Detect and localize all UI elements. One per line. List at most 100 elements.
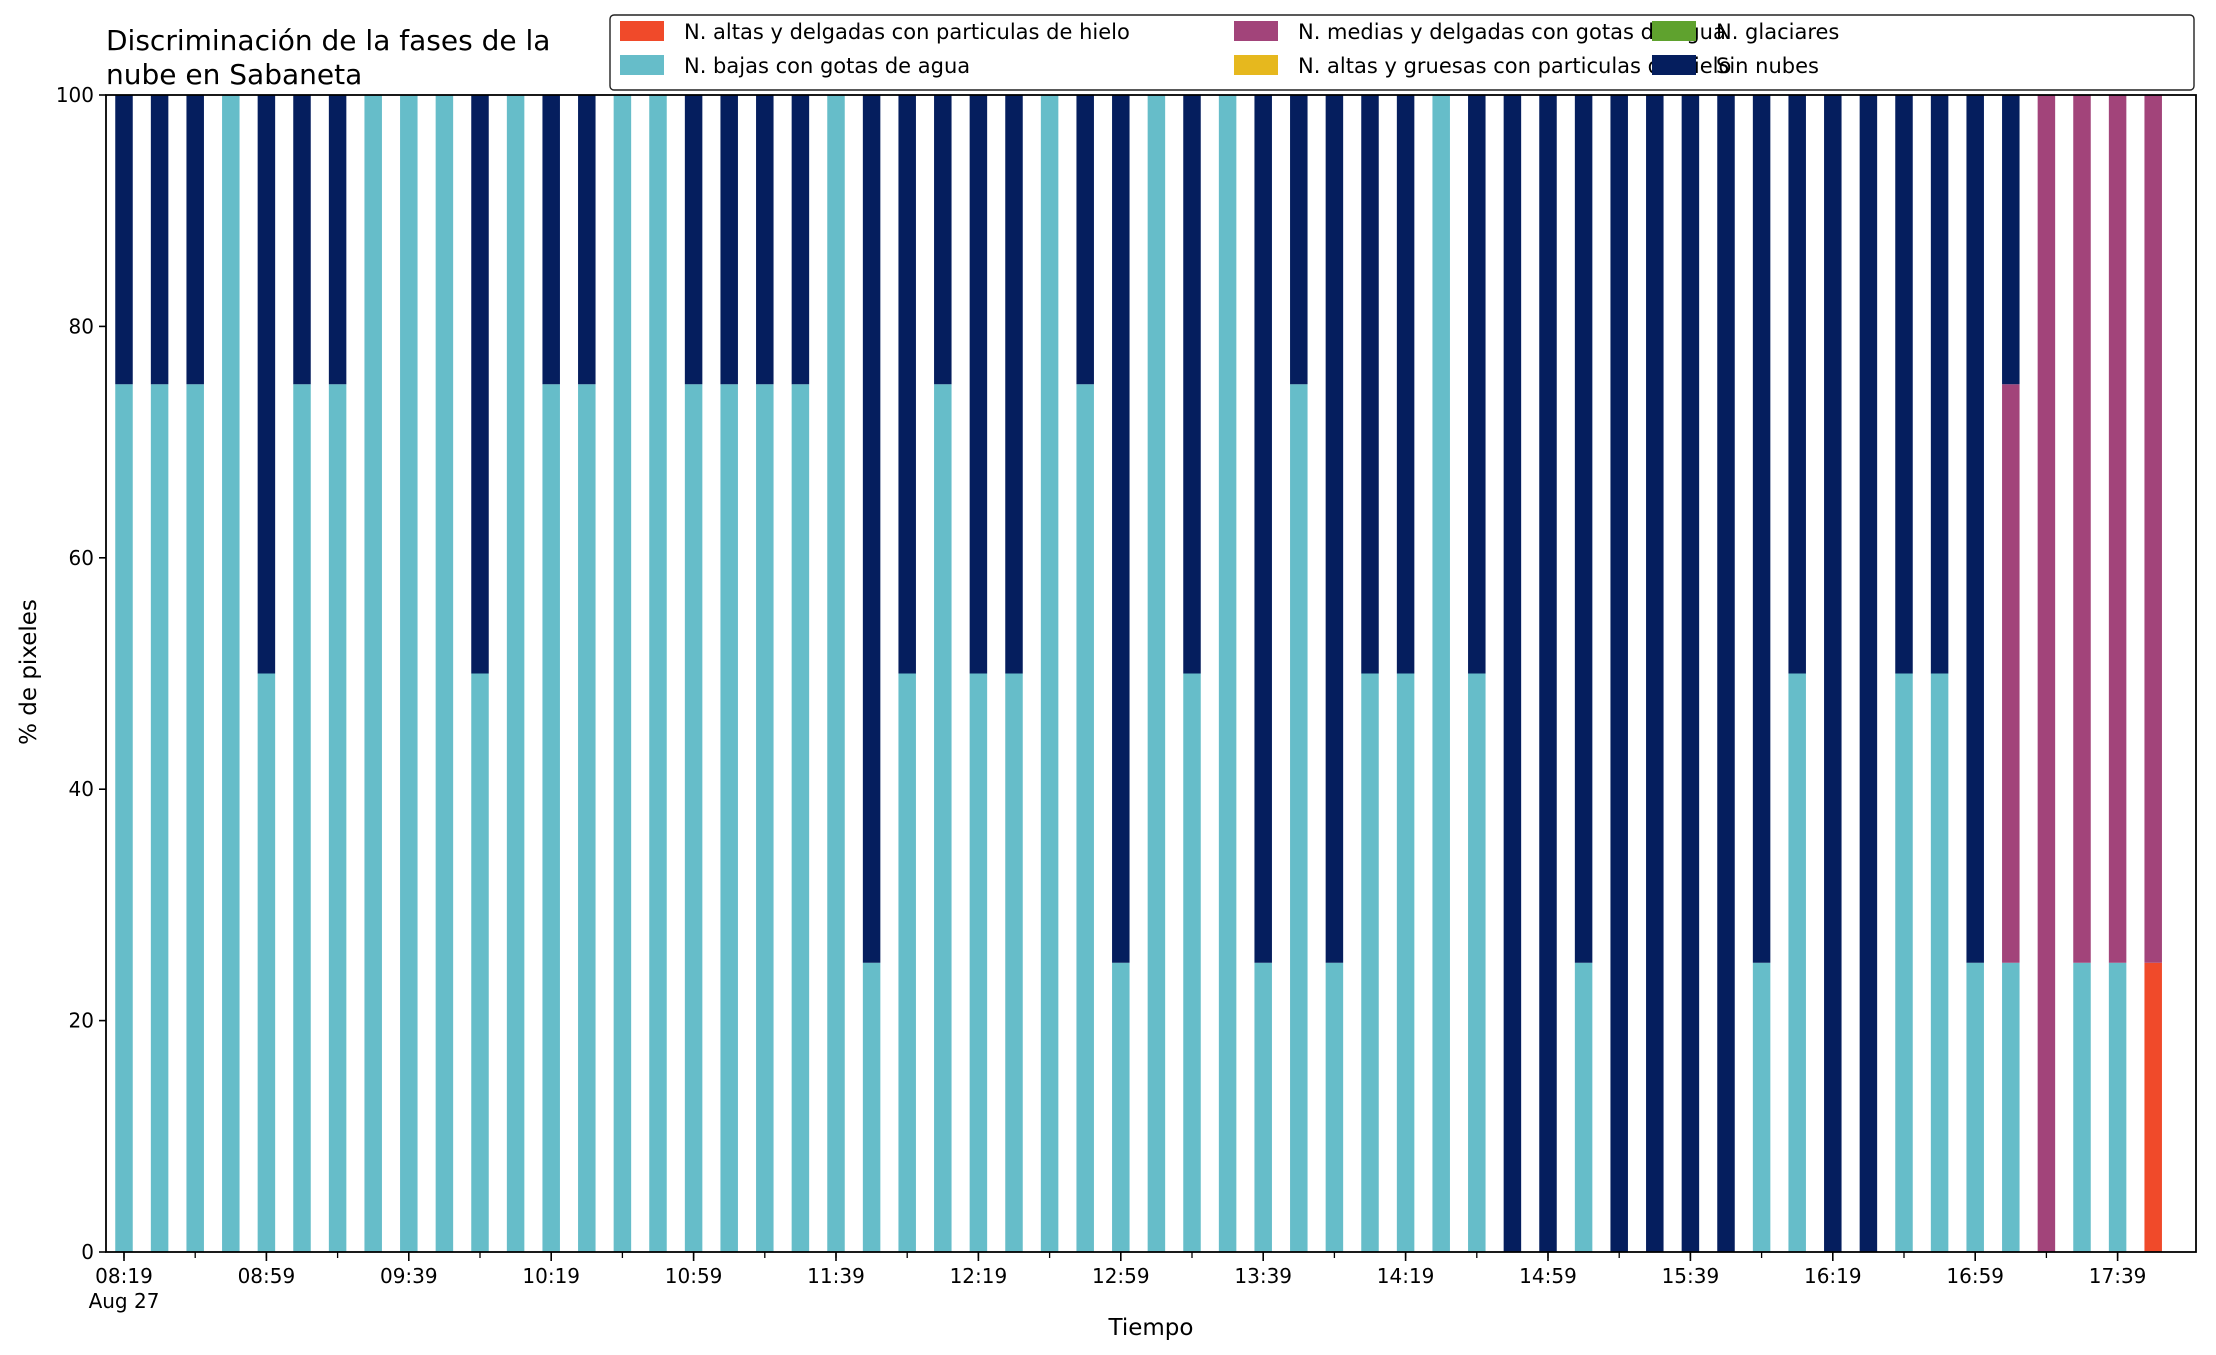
legend-swatch [620,55,664,75]
bar-segment [2002,95,2020,385]
bar-segment [1361,673,1379,1252]
bar-segment [1752,962,1771,1252]
bar-segment [1076,95,1094,385]
x-tick-label: 17:39 [2089,1264,2147,1288]
bar-segment [1503,95,1522,1252]
bar-segment [257,673,276,1252]
x-tick-label: 11:39 [807,1264,865,1288]
bar-segment [720,384,738,1252]
bar-segment [2073,962,2091,1252]
y-axis: 0 20 40 60 80 100 [56,83,106,1264]
bar-segment [578,95,596,385]
bar-segment [1040,95,1059,1252]
bar-segment [328,384,347,1252]
x-tick-label: 08:19 [95,1264,153,1288]
x-axis-label: Tiempo [1108,1315,1194,1341]
bar-segment [1112,95,1130,963]
x-tick-label: 13:39 [1234,1264,1292,1288]
bar-segment [756,384,774,1252]
legend-swatch [1652,55,1696,75]
chart-title-line-2: nube en Sabaneta [106,58,362,91]
x-tick-label: 10:59 [665,1264,723,1288]
bar-segment [1895,95,1913,674]
bar-segment [1539,95,1557,1252]
bar-segment [1325,95,1344,963]
bar-segment [1681,95,1700,1252]
x-tick-label: 16:19 [1804,1264,1862,1288]
bar-segment [1468,95,1486,674]
bar-segment [1112,962,1130,1252]
bar-segment [1147,95,1166,1252]
bar-segment [186,384,204,1252]
bar-segment [150,384,169,1252]
bar-segment [1574,962,1593,1252]
bar-segment [969,95,988,674]
bar-segment [542,95,560,385]
bar-segment [1610,95,1628,1252]
x-tick-sublabel: Aug 27 [89,1289,160,1313]
bar-segment [969,673,988,1252]
bar-segment [1824,95,1842,1252]
x-tick-label: 09:39 [380,1264,438,1288]
x-tick-label: 08:59 [238,1264,296,1288]
bar-segment [2002,384,2020,963]
bar-segment [1361,95,1379,674]
bar-segment [1966,962,1984,1252]
bar-segment [2108,95,2127,963]
bar-segment [1183,673,1201,1252]
bar-segment [898,673,916,1252]
bar-segment [934,95,952,385]
legend-swatch [1652,21,1696,41]
bars-layer [115,95,2162,1252]
bar-segment [1076,384,1094,1252]
bar-segment [293,384,311,1252]
bar-segment [1788,673,1806,1252]
legend-label: N. altas y delgadas con particulas de hi… [684,20,1130,44]
bar-segment [1005,673,1023,1252]
bar-segment [400,95,418,1252]
bar-segment [934,384,952,1252]
bar-segment [222,95,240,1252]
bar-segment [2002,962,2020,1252]
y-tick-label: 100 [56,83,94,107]
bar-segment [506,95,525,1252]
bar-segment [862,962,881,1252]
bar-segment [471,673,489,1252]
x-tick-label: 14:19 [1377,1264,1435,1288]
plot-frame [105,94,2197,1253]
y-tick-label: 0 [81,1240,94,1264]
bar-segment [578,384,596,1252]
bar-segment [1218,95,1237,1252]
bar-segment [1005,95,1023,674]
bar-segment [827,95,845,1252]
bar-segment [1966,95,1984,963]
bar-segment [1788,95,1806,674]
bar-segment [293,95,311,385]
bar-segment [898,95,916,674]
bar-segment [1432,95,1450,1252]
bar-segment [613,95,632,1252]
y-axis-label: % de pixeles [16,599,42,745]
x-tick-label: 12:59 [1092,1264,1150,1288]
bar-segment [115,384,133,1252]
bar-segment [2144,962,2162,1252]
x-tick-label: 10:19 [522,1264,580,1288]
bar-segment [1468,673,1486,1252]
bar-segment [1930,673,1949,1252]
bar-segment [1646,95,1664,1252]
bar-segment [115,95,133,385]
bar-segment [1895,673,1913,1252]
bar-segment [1859,95,1878,1252]
legend-label: Sin nubes [1716,54,1819,78]
bar-segment [1930,95,1949,674]
legend-box [609,14,2195,91]
x-tick-label: 16:59 [1946,1264,2004,1288]
y-tick-label: 60 [69,546,94,570]
bar-segment [1254,95,1272,963]
legend-swatch [1234,55,1278,75]
y-tick-label: 40 [69,777,94,801]
bar-segment [1290,384,1308,1252]
bar-segment [791,95,810,385]
